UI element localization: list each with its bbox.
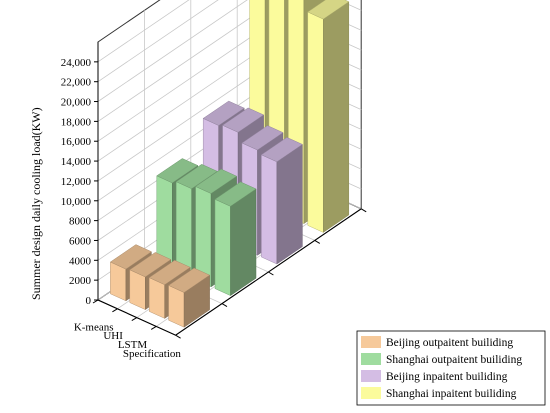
axes-layer	[92, 42, 367, 339]
bar-top-face	[195, 168, 238, 194]
bar-top-face	[148, 260, 191, 285]
legend: Beijing outpaitent builiding Shanghai out…	[356, 330, 546, 406]
y-tick-label: 18,000	[61, 116, 92, 128]
legend-swatch	[361, 336, 381, 348]
z-tick	[175, 334, 181, 339]
y-tick-label: 4000	[69, 255, 92, 267]
category-label: K-means	[74, 321, 114, 333]
grid-line	[97, 0, 190, 63]
x-tick	[112, 308, 118, 313]
bar-top-face	[307, 0, 350, 20]
bar	[214, 181, 257, 297]
bar-top-face	[175, 164, 218, 189]
bar-front-face	[214, 198, 231, 296]
bar-top-face	[222, 107, 265, 133]
y-tick-label: 12,000	[61, 176, 92, 188]
bar-top-face	[260, 137, 303, 163]
y-tick-label: 10,000	[61, 196, 92, 208]
x-tick	[92, 299, 99, 304]
bar	[260, 137, 303, 265]
bar-front-face	[261, 154, 278, 265]
y-tick-label: 0	[86, 295, 92, 307]
y-tick-label: 24,000	[61, 57, 92, 69]
legend-swatch	[361, 353, 381, 365]
bar-front-face	[307, 11, 324, 233]
bar-top-face	[202, 100, 245, 126]
legend-box	[356, 330, 546, 406]
bar-top-face	[129, 252, 172, 278]
z-tick	[221, 303, 228, 308]
bar-top-face	[241, 125, 284, 151]
y-tick-label: 8000	[69, 216, 92, 228]
legend-label: Beijing outpaitent builiding	[386, 337, 513, 349]
z-tick	[268, 271, 274, 276]
y-axis-title: Summer design daily cooling load(KW)	[29, 107, 43, 300]
bars-layer	[109, 0, 350, 328]
bar-top-face	[168, 267, 211, 293]
y-tick-label: 16,000	[61, 136, 92, 148]
category-label: UHI	[103, 330, 123, 342]
bar	[168, 267, 211, 328]
legend-swatch	[361, 370, 381, 382]
category-label: Specification	[123, 348, 182, 360]
bar-top-face	[214, 181, 257, 207]
category-label: LSTM	[118, 339, 148, 351]
bar-side-face	[230, 188, 257, 297]
x-tick	[131, 317, 138, 322]
bar-side-face	[323, 1, 350, 233]
bar-top-face	[156, 158, 199, 184]
y-tick-labels: 0 2000 4000 6000 8000 10,000 12,000 14,000 16,00…	[61, 57, 92, 307]
z-tick	[360, 208, 367, 213]
z-tick	[314, 239, 321, 244]
y-tick-label: 2000	[69, 275, 92, 287]
legend-swatch	[361, 387, 381, 399]
legend-label: Beijing inpaitent builiding	[386, 371, 508, 383]
legend-label: Shanghai outpaitent builiding	[386, 354, 522, 366]
bar-side-face	[276, 143, 303, 265]
grid-line	[97, 0, 219, 83]
y-tick-label: 22,000	[61, 77, 92, 89]
bar	[307, 0, 350, 233]
grid-line	[97, 0, 362, 102]
legend-label: Shanghai inpaitent builiding	[386, 388, 517, 400]
x-tick	[150, 325, 157, 330]
y-tick-label: 6000	[69, 235, 92, 247]
y-tick-label: 20,000	[61, 97, 92, 109]
bar-top-face	[109, 244, 152, 270]
y-tick-label: 14,000	[61, 156, 92, 168]
